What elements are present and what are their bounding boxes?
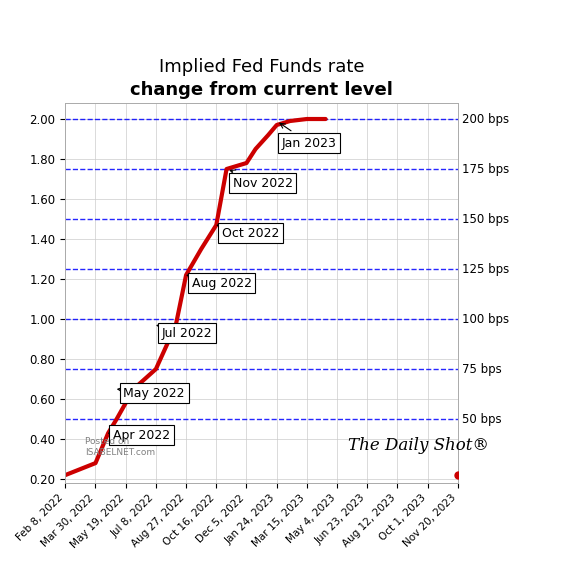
Text: 75 bps: 75 bps <box>462 363 501 376</box>
Text: Posted on
ISABELNET.com: Posted on ISABELNET.com <box>85 437 155 457</box>
Text: Jan 2023: Jan 2023 <box>280 123 336 150</box>
Text: change from current level: change from current level <box>130 81 393 99</box>
Text: Nov 2022: Nov 2022 <box>230 170 293 189</box>
Text: Apr 2022: Apr 2022 <box>109 429 170 442</box>
Text: The Daily Shot®: The Daily Shot® <box>348 437 489 454</box>
Text: 200 bps: 200 bps <box>462 112 509 125</box>
Text: 150 bps: 150 bps <box>462 212 509 225</box>
Text: May 2022: May 2022 <box>118 386 185 399</box>
Text: 125 bps: 125 bps <box>462 263 509 276</box>
Text: 100 bps: 100 bps <box>462 312 509 325</box>
Text: 50 bps: 50 bps <box>462 412 501 425</box>
Text: Jul 2022: Jul 2022 <box>157 324 213 340</box>
Text: Oct 2022: Oct 2022 <box>217 224 279 240</box>
Text: Implied Fed Funds rate: Implied Fed Funds rate <box>159 58 364 76</box>
Text: 175 bps: 175 bps <box>462 163 509 176</box>
Text: Aug 2022: Aug 2022 <box>187 274 252 289</box>
